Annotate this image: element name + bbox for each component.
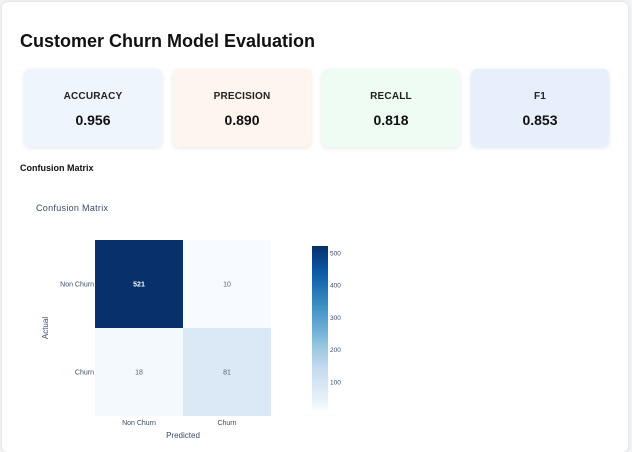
chart-title: Confusion Matrix [36, 203, 109, 213]
x-tick-label: Churn [217, 420, 236, 427]
metric-value: 0.956 [75, 112, 111, 128]
heatmap-cell [183, 328, 271, 416]
heatmap-cell [95, 328, 183, 416]
colorbar [312, 246, 328, 411]
metric-label: F1 [533, 91, 547, 102]
confusion-matrix-chart: 521 10 18 81 Non Churn Churn Non Churn Churn Pre… [41, 240, 341, 440]
colorbar-tick-label: 400 [330, 283, 341, 290]
metric-card-precision: PRECISION 0.890 [173, 69, 311, 147]
metric-card-f1: F1 0.853 [471, 69, 609, 147]
metric-value: 0.818 [373, 112, 409, 128]
cell-value-label: 81 [223, 370, 231, 377]
x-axis-label: Predicted [166, 431, 200, 440]
colorbar-tick-label: 500 [330, 250, 341, 257]
colorbar-tick-label: 100 [330, 379, 341, 386]
cell-value-label: 521 [133, 282, 145, 289]
colorbar-tick-label: 300 [330, 315, 341, 322]
metric-card-recall: RECALL 0.818 [322, 69, 460, 147]
section-title: Confusion Matrix [20, 163, 94, 173]
x-tick-label: Non Churn [122, 420, 156, 427]
y-tick-label: Non Churn [60, 282, 94, 289]
metric-value: 0.853 [522, 112, 558, 128]
metric-label: ACCURACY [63, 91, 123, 102]
heatmap-cell [183, 240, 271, 328]
page-title: Customer Churn Model Evaluation [20, 31, 316, 51]
y-tick-label: Churn [75, 370, 94, 377]
metric-card-accuracy: ACCURACY 0.956 [24, 69, 162, 147]
y-axis-label: Actual [41, 317, 50, 339]
metric-value: 0.890 [224, 112, 260, 128]
heatmap-cell [95, 240, 183, 328]
cell-value-label: 18 [135, 370, 143, 377]
colorbar-tick-label: 200 [330, 347, 341, 354]
cell-value-label: 10 [223, 282, 231, 289]
metric-label: PRECISION [213, 91, 271, 102]
metric-label: RECALL [370, 91, 412, 102]
